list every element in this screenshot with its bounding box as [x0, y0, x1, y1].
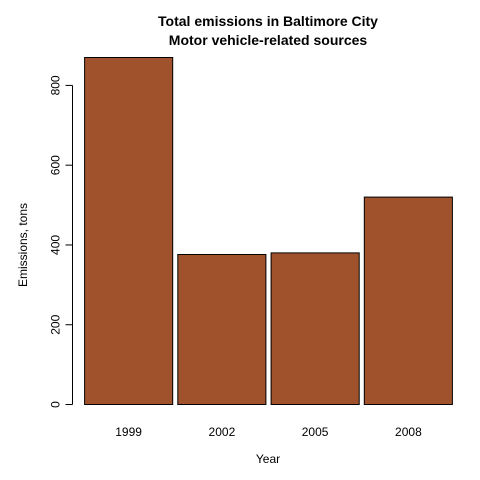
- y-tick-label: 600: [49, 155, 63, 175]
- bar-1999: [84, 57, 174, 405]
- x-axis-label: Year: [256, 452, 280, 466]
- x-axis-labels: 1999 2002 2005 2008: [115, 425, 422, 439]
- y-tick-label: 400: [49, 235, 63, 255]
- y-axis: 0 200 400 600 800: [49, 75, 73, 408]
- chart-subtitle: Motor vehicle-related sources: [169, 32, 368, 48]
- x-tick-label: 2005: [302, 425, 329, 439]
- x-tick-label: 1999: [115, 425, 142, 439]
- bars-group: [84, 57, 453, 405]
- y-tick-label: 200: [49, 314, 63, 334]
- y-tick-label: 800: [49, 75, 63, 95]
- x-tick-label: 2008: [395, 425, 422, 439]
- y-axis-label: Emissions, tons: [16, 203, 30, 287]
- x-tick-label: 2002: [209, 425, 236, 439]
- bar-2005: [270, 252, 360, 405]
- y-tick-label: 0: [49, 401, 63, 408]
- bar-2008: [363, 196, 453, 405]
- chart-title: Total emissions in Baltimore City: [158, 13, 378, 29]
- bar-2002: [177, 254, 267, 405]
